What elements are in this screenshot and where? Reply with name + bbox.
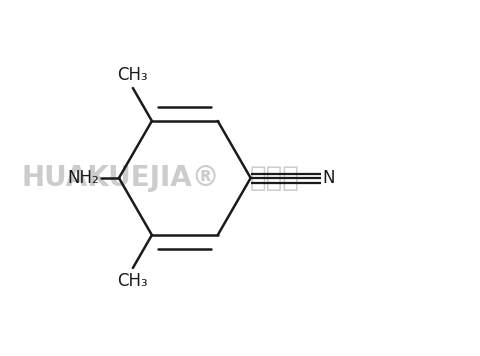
Text: HUAKUEJIA®: HUAKUEJIA® xyxy=(22,164,220,192)
Text: CH₃: CH₃ xyxy=(118,66,148,84)
Text: 化学加: 化学加 xyxy=(250,164,300,192)
Text: N: N xyxy=(323,169,335,187)
Text: NH₂: NH₂ xyxy=(67,169,99,187)
Text: CH₃: CH₃ xyxy=(118,272,148,290)
